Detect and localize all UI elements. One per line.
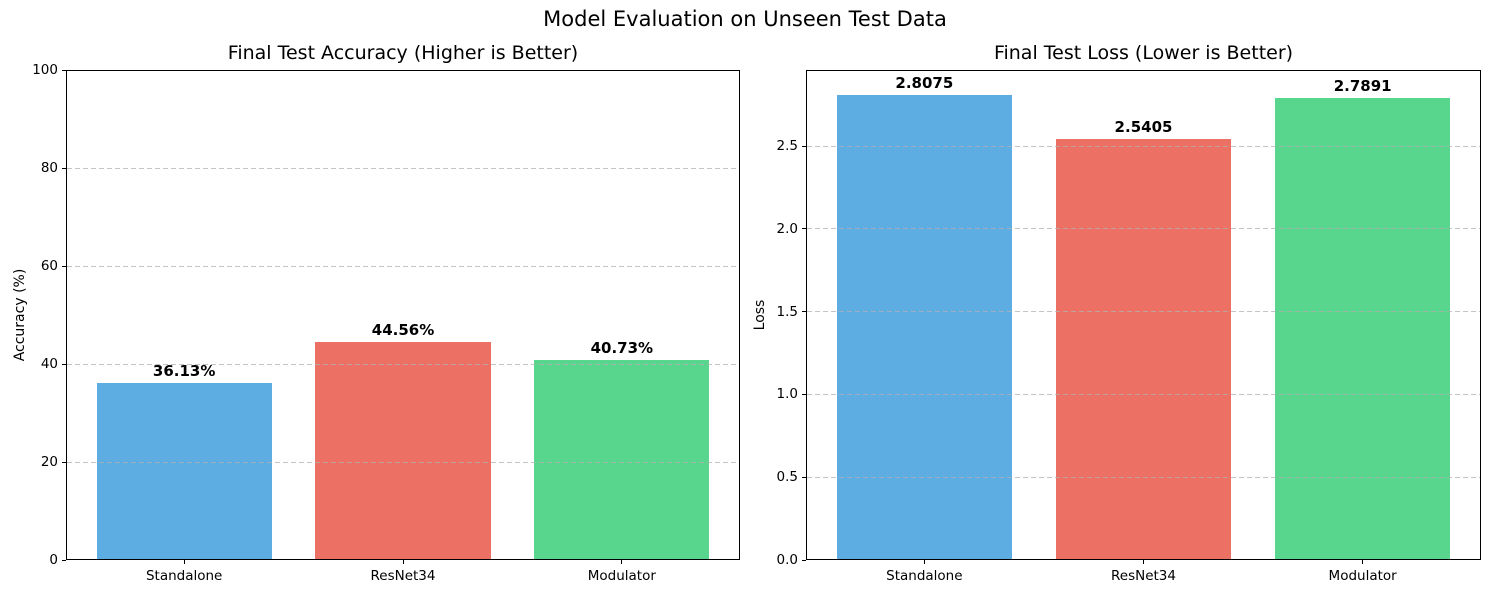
gridline (67, 69, 739, 71)
x-tick-label: Modulator (1328, 568, 1397, 584)
gridline (807, 393, 1480, 395)
y-tick-label: 0 (49, 552, 58, 568)
y-tick-mark (62, 167, 66, 169)
y-tick-label: 0.5 (776, 469, 798, 486)
y-tick-mark (802, 311, 806, 313)
x-tick-label: Modulator (587, 568, 656, 584)
bar-standalone (836, 95, 1012, 560)
gridline (67, 167, 739, 169)
y-tick-mark (802, 559, 806, 561)
y-tick-mark (62, 461, 66, 463)
chart-title: Final Test Loss (Lower is Better) (993, 42, 1294, 64)
bar-standalone (96, 382, 272, 560)
gridline (807, 476, 1480, 478)
y-tick-mark (802, 145, 806, 147)
x-tick-label: ResNet34 (1111, 568, 1176, 584)
gridline (67, 363, 739, 365)
gridline (67, 265, 739, 267)
bar-modulator (534, 360, 710, 560)
x-tick-mark (402, 560, 404, 564)
y-tick-mark (802, 228, 806, 230)
y-tick-label: 40 (40, 356, 58, 372)
x-tick-label: Standalone (886, 568, 963, 584)
y-tick-label: 2.0 (776, 220, 798, 237)
y-tick-label: 2.5 (776, 138, 798, 155)
x-tick-label: Standalone (145, 568, 223, 584)
chart-title: Final Test Accuracy (Higher is Better) (227, 42, 579, 64)
y-tick-mark (62, 363, 66, 365)
bar-value-label: 44.56% (371, 320, 435, 339)
x-tick-mark (1143, 560, 1144, 564)
bar-value-label: 2.7891 (1333, 77, 1392, 96)
y-axis-label: Accuracy (%) (12, 268, 28, 362)
figure-title: Model Evaluation on Unseen Test Data (543, 7, 947, 31)
x-tick-label: ResNet34 (370, 568, 436, 584)
bar-value-label: 2.5405 (1114, 118, 1173, 137)
bar-value-label: 36.13% (152, 361, 216, 380)
y-tick-label: 1.5 (776, 303, 798, 320)
y-tick-label: 0.0 (776, 552, 798, 568)
bar-value-label: 40.73% (590, 339, 654, 358)
y-tick-label: 20 (40, 454, 58, 470)
x-tick-mark (183, 560, 185, 564)
y-tick-mark (802, 393, 806, 395)
bar-modulator (1274, 98, 1451, 560)
y-tick-mark (62, 559, 66, 561)
y-tick-label: 60 (40, 258, 58, 274)
bar-resnet34 (315, 341, 491, 560)
y-tick-mark (62, 265, 66, 267)
x-tick-mark (1362, 560, 1364, 564)
y-tick-label: 100 (32, 62, 58, 78)
y-tick-label: 1.0 (776, 386, 798, 403)
y-tick-mark (802, 476, 806, 478)
gridline (67, 461, 739, 463)
gridline (807, 145, 1480, 147)
y-tick-mark (62, 69, 66, 71)
y-tick-label: 80 (40, 160, 58, 176)
x-tick-mark (923, 560, 925, 564)
gridline (807, 311, 1480, 313)
bar-value-label: 2.8075 (895, 74, 954, 93)
x-tick-mark (621, 560, 623, 564)
gridline (807, 228, 1480, 230)
bar-resnet34 (1055, 139, 1232, 560)
